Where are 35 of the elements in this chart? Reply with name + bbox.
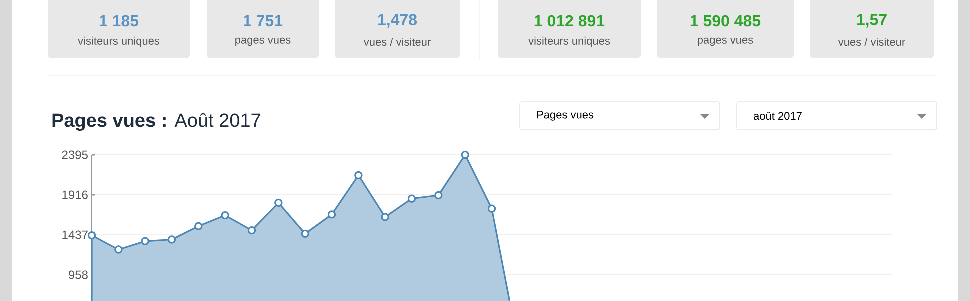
point [114,246,123,254]
point [488,204,496,213]
point [381,213,390,222]
y-tick-label: 1437 [62,230,88,240]
chart-title: Pages vues : Août 2017 [52,113,260,132]
y-tick-label: 2395 [62,150,88,160]
text: 1 590 485 [690,15,761,27]
text: août 2017 [754,112,802,120]
point [354,171,363,180]
text: 1,478 [378,14,418,28]
y-tick-label: 1916 [62,190,88,200]
point [248,226,256,235]
point [301,230,310,238]
y-tick-label: 958 [69,270,88,280]
point [88,231,96,240]
text: pages vues [698,38,754,46]
text: 1 012 891 [534,15,605,27]
text: 1,57 [857,14,887,28]
point [328,210,336,219]
text: pages vues [236,38,291,46]
point [141,237,150,246]
point [194,222,203,230]
text: Pages vues [537,111,594,121]
point [434,191,443,200]
point [408,194,416,203]
point [168,236,176,244]
text: vues / visiteur [364,38,431,46]
point [221,211,230,220]
point [274,198,283,208]
text: vues / visiteur [838,38,906,46]
text: visiteurs uniques [78,36,160,48]
text: 1 185 [100,15,139,27]
point [461,150,470,160]
text: visiteurs uniques [528,36,610,48]
text: 1 751 [244,15,283,27]
